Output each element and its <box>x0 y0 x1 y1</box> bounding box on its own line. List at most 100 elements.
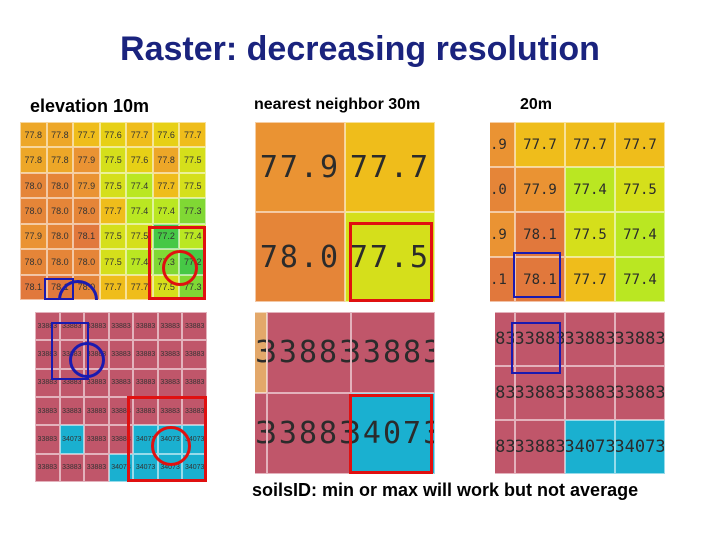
elevation-10m-cell: 77.7 <box>152 172 180 199</box>
soil-10m-cell: 34073 <box>133 453 158 482</box>
soil-20m-cell: 33883 <box>495 366 515 420</box>
soil-10m-cell: 33883 <box>59 453 85 482</box>
soil-20m-cell: 33883 <box>515 312 565 366</box>
soil-10m-cell: 34073 <box>157 453 183 482</box>
soil-20m-cell: 33883 <box>495 312 515 366</box>
soil-10m-cell: 33883 <box>84 312 109 341</box>
soil-10m-cell: 33883 <box>59 397 85 426</box>
soil-30m-cell: 33883 <box>267 393 351 474</box>
soil-30m-cell: 33883 <box>267 312 351 393</box>
elevation-10m-cell: 77.8 <box>152 147 180 173</box>
elevation-30m-cell: 77.9 <box>255 122 345 212</box>
slide-title: Raster: decreasing resolution <box>120 30 600 68</box>
label-nearest-neighbor-30m: nearest neighbor 30m <box>254 96 421 113</box>
elevation-10m-grid: 77.8 77.8 77.7 77.6 77.7 77.6 77.7 77.8 77.8 77.9… <box>20 122 206 300</box>
soil-20m-cell: 33883 <box>515 420 565 474</box>
soil-10m-cell: 33883 <box>157 368 183 397</box>
elevation-30m-cell: 77.5 <box>345 212 435 302</box>
elevation-10m-cell: 77.6 <box>152 122 180 148</box>
soil-10m-cell: 33883 <box>182 368 207 397</box>
elevation-10m-cell: 77.4 <box>126 198 153 224</box>
soil-10m-cell: 33883 <box>133 340 158 369</box>
elevation-10m-cell: 78.0 <box>46 198 74 224</box>
elevation-10m-cell: 77.5 <box>99 147 127 173</box>
soil-10m-cell: 33883 <box>59 340 85 369</box>
soil-10m-cell: 34073 <box>108 453 134 482</box>
elevation-10m-cell: 77.3 <box>152 249 180 275</box>
soil-10m-cell: 33883 <box>84 453 109 482</box>
elevation-30m-cell: 78.0 <box>255 212 345 302</box>
elevation-20m-cell: 77.9 <box>515 167 565 212</box>
elevation-10m-cell: 78.1 <box>20 274 47 300</box>
soil-20m-cell: 33883 <box>495 420 515 474</box>
soil-10m-cell: 33883 <box>84 368 109 397</box>
soils-20m-grid: 3388333883338833388333883338833388333883… <box>495 312 665 474</box>
elevation-10m-cell: 77.8 <box>20 122 47 148</box>
elevation-10m-cell: 77.9 <box>73 147 100 173</box>
elevation-10m-cell: 77.8 <box>46 122 74 148</box>
elevation-10m-cell: 77.8 <box>46 147 74 173</box>
elevation-30m-cell: 77.7 <box>345 122 435 212</box>
elevation-10m-cell: 78.0 <box>73 274 100 300</box>
soil-10m-cell: 33883 <box>133 312 158 341</box>
elevation-10m-cell: 77.7 <box>73 122 100 148</box>
soil-10m-cell: 34073 <box>182 453 207 482</box>
soil-20m-cell: 34073 <box>615 420 665 474</box>
elevation-10m-cell: 77.7 <box>126 274 153 300</box>
soil-20m-cell: 34073 <box>565 420 615 474</box>
elevation-10m-cell: 77.5 <box>179 172 206 199</box>
elevation-10m-cell: 77.4 <box>152 198 180 224</box>
elevation-20m-cell: 78.1 <box>515 257 565 302</box>
soil-30m-cell: 33883 <box>351 312 435 393</box>
label-elevation-10m: elevation 10m <box>30 96 150 116</box>
soil-30m-cell: 33883 <box>255 312 267 393</box>
soil-10m-cell: 33883 <box>35 340 60 369</box>
elevation-10m-cell: 77.9 <box>20 223 47 250</box>
elevation-10m-cell: 78.0 <box>20 249 47 275</box>
soil-10m-cell: 33883 <box>182 312 207 341</box>
soil-10m-cell: 33883 <box>35 425 60 454</box>
soil-10m-cell: 33883 <box>157 312 183 341</box>
soil-20m-cell: 33883 <box>565 312 615 366</box>
soil-10m-cell: 33883 <box>84 340 109 369</box>
soil-10m-cell: 34073 <box>157 425 183 454</box>
elevation-20m-cell: 77.7 <box>565 122 615 167</box>
soil-10m-cell: 33883 <box>108 340 134 369</box>
elevation-20m-cell: 77.9 <box>490 122 515 167</box>
elevation-10m-cell: 77.5 <box>99 249 127 275</box>
soil-10m-cell: 33883 <box>59 368 85 397</box>
soil-10m-cell: 34073 <box>182 425 207 454</box>
elevation-20m-cell: 77.4 <box>615 257 665 302</box>
soil-30m-cell: 33883 <box>255 393 267 474</box>
elevation-10m-cell: 77.6 <box>99 122 127 148</box>
soil-20m-cell: 33883 <box>615 366 665 420</box>
soil-10m-cell: 33883 <box>182 340 207 369</box>
elevation-10m-cell: 77.7 <box>99 274 127 300</box>
nearest-neighbor-30m-grid: 77.9 77.7 78.0 77.5 <box>255 122 435 302</box>
elevation-10m-cell: 77.3 <box>179 274 206 300</box>
soil-10m-cell: 33883 <box>35 312 60 341</box>
elevation-10m-cell: 78.0 <box>20 198 47 224</box>
soil-10m-cell: 33883 <box>35 453 60 482</box>
elevation-10m-cell: 78.0 <box>46 249 74 275</box>
elevation-10m-cell: 77.7 <box>99 198 127 224</box>
elevation-10m-cell: 78.0 <box>46 223 74 250</box>
soil-10m-cell: 34073 <box>59 425 85 454</box>
elevation-20m-cell: 77.7 <box>615 122 665 167</box>
elevation-10m-cell: 77.5 <box>179 147 206 173</box>
soil-10m-cell: 33883 <box>84 397 109 426</box>
elevation-20m-cell: 77.5 <box>565 212 615 257</box>
soil-20m-cell: 33883 <box>565 366 615 420</box>
soil-20m-cell: 33883 <box>515 366 565 420</box>
elevation-20m-cell: 77.7 <box>515 122 565 167</box>
elevation-20m-cell: 77.9 <box>490 212 515 257</box>
elevation-10m-cell: 78.0 <box>73 249 100 275</box>
elevation-10m-cell: 77.5 <box>99 172 127 199</box>
soil-10m-cell: 33883 <box>84 425 109 454</box>
elevation-10m-cell: 77.8 <box>20 147 47 173</box>
soil-10m-cell: 33883 <box>133 397 158 426</box>
label-20m: 20m <box>520 96 553 113</box>
elevation-10m-cell: 77.2 <box>152 223 180 250</box>
elevation-10m-cell: 78.0 <box>73 198 100 224</box>
